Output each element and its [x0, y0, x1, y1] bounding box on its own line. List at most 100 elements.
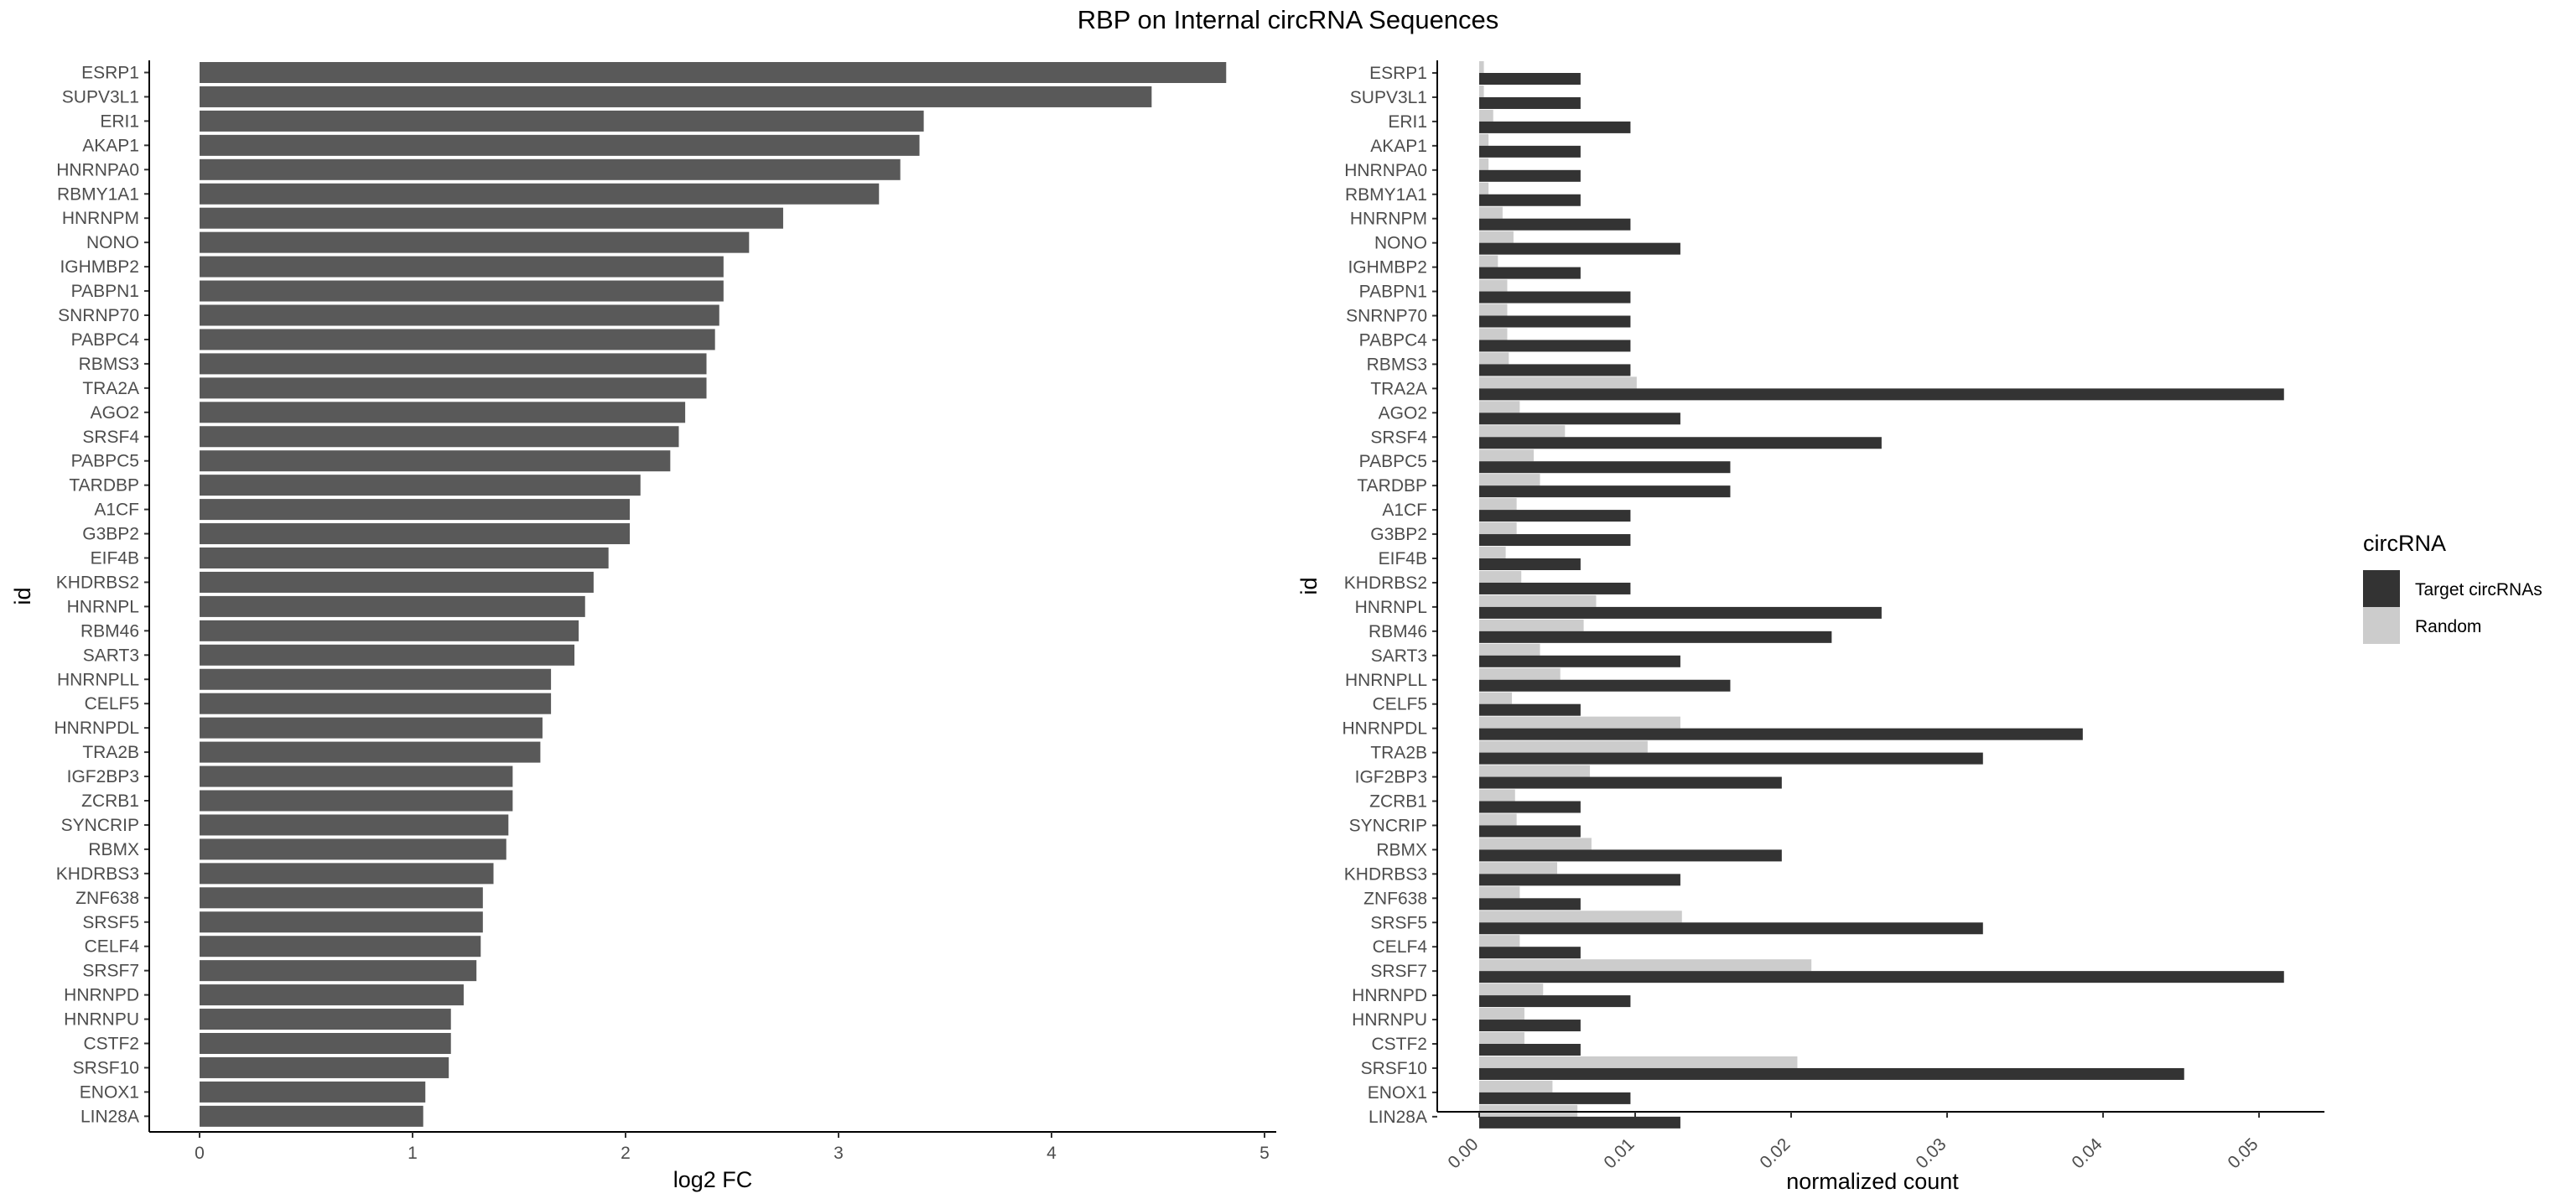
bar-target-pabpn1 — [1479, 291, 1631, 304]
y-tick-label: CSTF2 — [1371, 1035, 1427, 1054]
y-tick-label: HNRNPDL — [54, 719, 139, 738]
bar-hnrnpl — [200, 595, 585, 617]
y-tick-label: RBMX — [1376, 840, 1427, 859]
bar-target-hnrnpa0 — [1479, 169, 1581, 182]
bar-target-rbms3 — [1479, 364, 1631, 376]
y-tick-label: HNRNPM — [1350, 210, 1427, 229]
y-tick-label: SRSF4 — [82, 428, 139, 447]
bar-random-rbmy1a1 — [1479, 182, 1489, 195]
y-tick-label: SRSF5 — [82, 913, 139, 932]
bar-rbmx — [200, 838, 506, 860]
bar-random-srsf5 — [1479, 911, 1682, 923]
bar-random-rbmx — [1479, 838, 1592, 850]
y-tick-label: A1CF — [94, 501, 139, 520]
bar-random-celf4 — [1479, 935, 1520, 947]
y-tick-label: EIF4B — [91, 549, 139, 568]
y-tick-label: TARDBP — [1357, 476, 1427, 496]
bar-target-rbmy1a1 — [1479, 194, 1581, 206]
y-tick-label: HNRNPDL — [1342, 719, 1427, 739]
bar-celf5 — [200, 693, 552, 714]
bar-random-esrp1 — [1479, 61, 1484, 73]
x-tick-label: 5 — [1259, 1144, 1270, 1163]
bar-eri1 — [200, 110, 924, 132]
bar-random-rbms3 — [1479, 352, 1509, 365]
y-tick-label: SRSF7 — [82, 962, 139, 981]
y-tick-label: IGF2BP3 — [67, 767, 139, 786]
bar-target-rbm46 — [1479, 631, 1832, 643]
y-tick-label: HNRNPL — [67, 597, 139, 616]
x-tick-label: 0.00 — [1444, 1134, 1482, 1172]
bar-target-g3bp2 — [1479, 534, 1631, 547]
legend-label-target: Target circRNAs — [2415, 580, 2542, 599]
y-tick-label: ZCRB1 — [1369, 792, 1427, 812]
y-tick-label: NONO — [86, 233, 139, 252]
y-tick-label: CELF5 — [1373, 695, 1427, 714]
bar-target-celf5 — [1479, 703, 1581, 716]
bar-hnrnpm — [200, 207, 783, 229]
bar-enox1 — [200, 1081, 426, 1103]
y-tick-label: PABPC5 — [71, 452, 139, 471]
bar-target-snrnp70 — [1479, 315, 1631, 328]
bar-hnrnpu — [200, 1009, 451, 1030]
legend: circRNA Target circRNAs Random — [2363, 531, 2542, 644]
y-tick-label: NONO — [1374, 234, 1427, 253]
y-tick-label: ESRP1 — [81, 64, 139, 83]
legend-swatch-target — [2363, 570, 2400, 607]
bar-random-tardbp — [1479, 474, 1540, 486]
y-tick-label: SYNCRIP — [61, 816, 139, 835]
bar-syncrip — [200, 814, 509, 836]
y-tick-label: HNRNPA0 — [1344, 161, 1427, 180]
bar-random-sart3 — [1479, 643, 1540, 656]
y-axis-title: id — [1296, 577, 1322, 594]
y-tick-label: ZNF638 — [1363, 889, 1427, 908]
bar-random-pabpc5 — [1479, 449, 1535, 462]
bar-tra2a — [200, 377, 707, 399]
bar-target-srsf4 — [1479, 437, 1882, 449]
bar-target-ighmbp2 — [1479, 267, 1581, 279]
bar-target-khdrbs2 — [1479, 582, 1631, 594]
bar-target-hnrnpll — [1479, 679, 1731, 692]
y-tick-label: AKAP1 — [1370, 137, 1427, 156]
y-tick-label: HNRNPD — [64, 986, 139, 1005]
bar-target-tra2a — [1479, 388, 2284, 401]
bar-hnrnpdl — [200, 717, 543, 739]
bar-sart3 — [200, 644, 575, 666]
y-tick-label: RBMS3 — [79, 355, 139, 374]
bar-target-hnrnpm — [1479, 218, 1631, 231]
bar-random-a1cf — [1479, 498, 1517, 511]
y-tick-label: KHDRBS3 — [56, 864, 139, 884]
bar-target-zcrb1 — [1479, 801, 1581, 813]
y-tick-label: TRA2B — [82, 743, 139, 762]
bar-random-hnrnpl — [1479, 594, 1597, 607]
y-tick-label: PABPC4 — [71, 330, 140, 350]
y-tick-label: HNRNPA0 — [56, 160, 139, 179]
bar-random-snrnp70 — [1479, 304, 1508, 316]
bar-random-zcrb1 — [1479, 789, 1515, 802]
bar-random-pabpn1 — [1479, 279, 1508, 292]
y-tick-label: SRSF7 — [1370, 962, 1427, 981]
y-axis-title: id — [10, 587, 35, 605]
y-tick-label: ENOX1 — [80, 1082, 139, 1102]
x-tick-label: 2 — [621, 1144, 631, 1163]
bar-random-srsf7 — [1479, 959, 1812, 972]
y-tick-label: ESRP1 — [1369, 64, 1427, 83]
x-tick-label: 0.04 — [2068, 1134, 2106, 1172]
y-tick-label: HNRNPU — [64, 1010, 139, 1030]
bar-random-ighmbp2 — [1479, 255, 1498, 267]
bar-random-nono — [1479, 231, 1514, 243]
bar-random-pabpc4 — [1479, 328, 1508, 340]
bar-target-supv3l1 — [1479, 96, 1581, 109]
y-tick-label: IGHMBP2 — [1348, 258, 1427, 278]
bar-hnrnpa0 — [200, 158, 901, 180]
bar-target-srsf7 — [1479, 971, 2284, 983]
bar-random-rbm46 — [1479, 619, 1584, 631]
y-tick-label: EIF4B — [1379, 549, 1427, 568]
y-tick-label: SNRNP70 — [58, 306, 139, 325]
y-tick-label: G3BP2 — [1370, 525, 1427, 544]
bar-target-enox1 — [1479, 1092, 1631, 1104]
bar-target-esrp1 — [1479, 73, 1581, 85]
bar-target-sart3 — [1479, 655, 1680, 667]
bar-nono — [200, 231, 750, 253]
y-tick-label: PABPN1 — [71, 282, 139, 301]
